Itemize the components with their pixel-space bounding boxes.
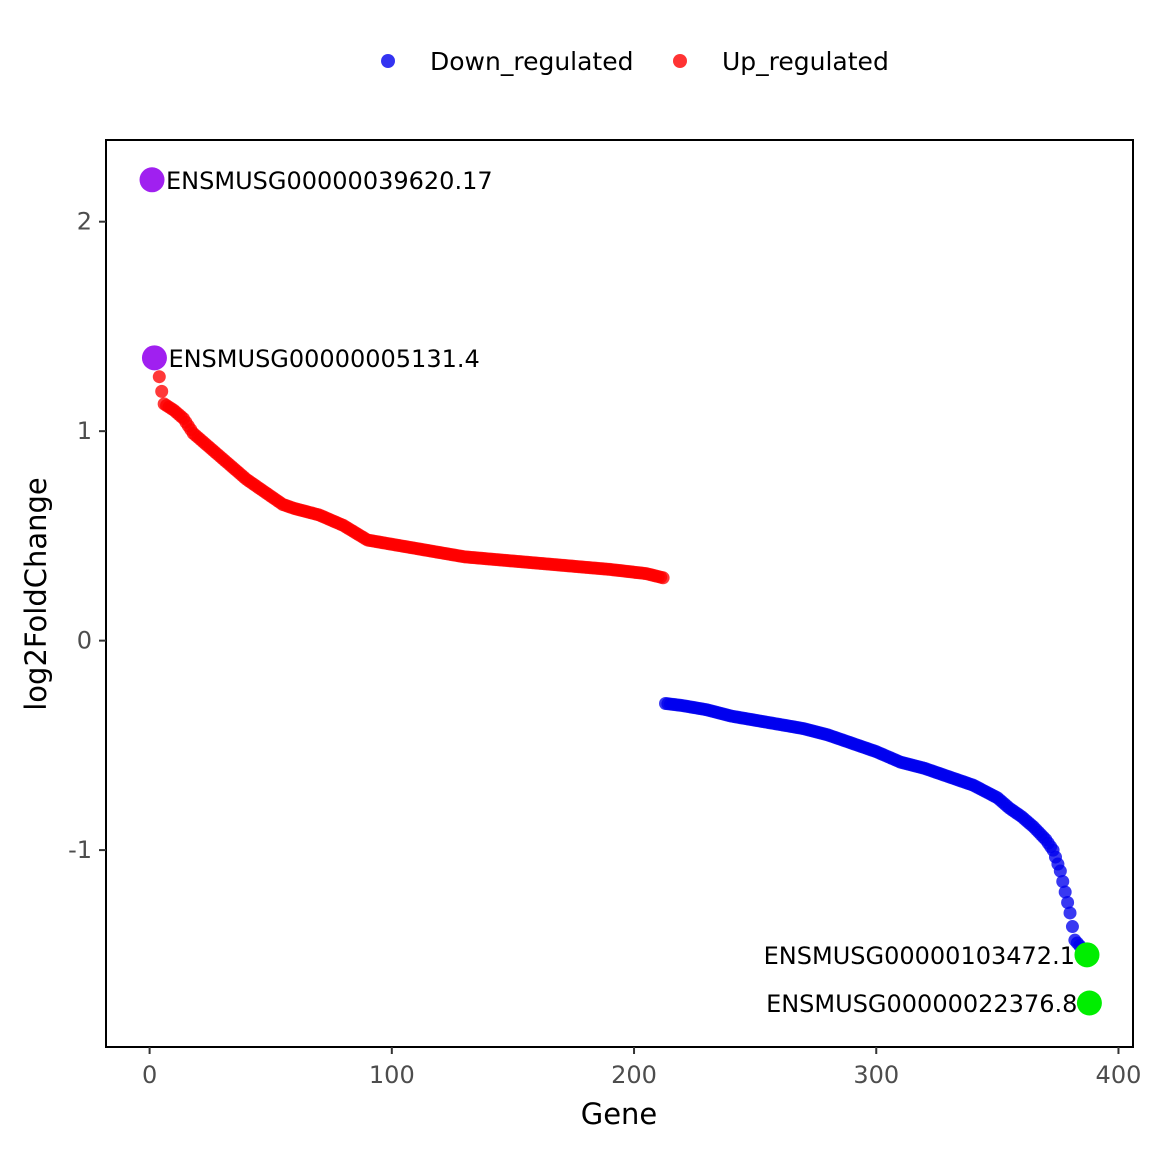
legend-key — [673, 54, 687, 68]
highlight-point — [1074, 942, 1100, 968]
highlight-label: ENSMUSG00000022376.8 — [766, 990, 1077, 1018]
data-point — [1065, 920, 1079, 934]
highlight-point — [1076, 990, 1102, 1016]
legend-label: Up_regulated — [722, 47, 889, 76]
data-point — [152, 370, 166, 384]
highlight-label: ENSMUSG00000005131.4 — [168, 345, 479, 373]
y-axis-title: log2FoldChange — [19, 477, 53, 711]
highlight-point — [139, 167, 165, 193]
highlight-label: ENSMUSG00000039620.17 — [166, 167, 493, 195]
data-point — [1063, 906, 1077, 920]
data-point — [155, 384, 169, 398]
x-tick-label: 400 — [1096, 1061, 1142, 1089]
data-point — [1056, 875, 1070, 889]
y-axis: -1 0 1 2 — [68, 208, 106, 864]
data-point — [1053, 864, 1067, 878]
y-tick-label: 1 — [77, 417, 92, 445]
points-layer — [145, 173, 1096, 1010]
legend-key — [381, 54, 395, 68]
x-tick-label: 100 — [369, 1061, 415, 1089]
highlight-layer: ENSMUSG00000039620.17 ENSMUSG00000005131.… — [139, 167, 1102, 1018]
x-tick-label: 0 — [142, 1061, 157, 1089]
x-axis: 0 100 200 300 400 — [142, 1047, 1141, 1089]
data-point — [1058, 885, 1072, 899]
data-point — [1061, 895, 1075, 909]
panel-border — [105, 139, 1134, 1048]
highlight-label: ENSMUSG00000103472.1 — [764, 942, 1075, 970]
x-tick-label: 300 — [853, 1061, 899, 1089]
x-axis-title: Gene — [581, 1097, 658, 1131]
y-tick-label: 2 — [77, 208, 92, 236]
highlight-point — [141, 345, 167, 371]
x-tick-label: 200 — [611, 1061, 657, 1089]
y-tick-label: 0 — [77, 627, 92, 655]
data-point — [656, 571, 670, 585]
y-tick-label: -1 — [68, 836, 92, 864]
legend: Down_regulated Up_regulated — [381, 47, 889, 76]
legend-label: Down_regulated — [430, 47, 633, 76]
